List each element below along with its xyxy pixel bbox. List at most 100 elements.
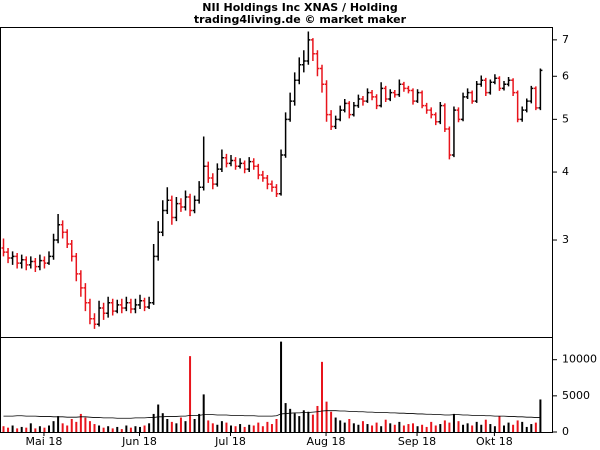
ohlc-bar bbox=[165, 187, 170, 214]
ohlc-bar bbox=[315, 50, 320, 77]
ohlc-bar bbox=[383, 85, 388, 103]
ohlc-bar bbox=[124, 296, 129, 312]
ohlc-bar bbox=[356, 94, 361, 108]
ohlc-bar bbox=[42, 256, 47, 269]
ohlc-bar bbox=[33, 258, 38, 273]
ohlc-bar bbox=[329, 110, 334, 130]
ohlc-bar bbox=[515, 90, 520, 123]
y-tick-label: 6 bbox=[562, 69, 569, 82]
y-tick-label: 3 bbox=[562, 233, 569, 246]
ohlc-bar bbox=[101, 302, 106, 320]
ohlc-bar bbox=[224, 153, 229, 168]
ohlc-bar bbox=[147, 296, 152, 310]
volume-tick-label: 0 bbox=[562, 425, 569, 438]
ohlc-bar bbox=[288, 92, 293, 122]
ohlc-bar bbox=[219, 149, 224, 173]
ohlc-bar bbox=[119, 298, 124, 314]
ohlc-bar bbox=[451, 106, 456, 158]
ohlc-bar bbox=[74, 252, 79, 282]
ohlc-bar bbox=[256, 163, 261, 180]
ohlc-bar bbox=[192, 195, 197, 214]
ohlc-bar bbox=[110, 298, 115, 316]
ohlc-bar bbox=[338, 105, 343, 122]
x-tick-label: Jun 18 bbox=[121, 435, 157, 448]
ohlc-bar bbox=[524, 98, 529, 113]
ohlc-bar bbox=[183, 190, 188, 211]
ohlc-bar bbox=[37, 254, 42, 271]
ohlc-bar bbox=[142, 297, 147, 312]
x-tick-label: Okt 18 bbox=[476, 435, 513, 448]
ohlc-bar bbox=[229, 154, 233, 167]
ohlc-bar bbox=[242, 160, 247, 174]
ohlc-bar bbox=[160, 200, 165, 237]
ohlc-bar bbox=[333, 115, 338, 129]
ohlc-bar bbox=[92, 313, 97, 329]
ohlc-bar bbox=[56, 213, 61, 244]
ohlc-bar bbox=[274, 184, 279, 197]
ohlc-bar bbox=[83, 283, 88, 312]
ohlc-bar bbox=[260, 170, 265, 182]
ohlc-bar bbox=[502, 81, 506, 91]
ohlc-bar bbox=[69, 240, 74, 262]
ohlc-bar bbox=[465, 88, 470, 99]
ohlc-bar bbox=[447, 126, 452, 160]
volume-tick-label: 5000 bbox=[562, 389, 590, 402]
ohlc-bar bbox=[433, 112, 438, 126]
x-tick-label: Sep 18 bbox=[398, 435, 436, 448]
ohlc-bar bbox=[497, 76, 502, 91]
ohlc-bar bbox=[420, 90, 425, 109]
volume-tick-label: 10000 bbox=[562, 353, 597, 366]
ohlc-bar bbox=[388, 89, 393, 102]
ohlc-bar bbox=[188, 193, 193, 217]
ohlc-bar bbox=[197, 181, 202, 204]
ohlc-bar bbox=[201, 136, 206, 191]
ohlc-bar bbox=[87, 298, 92, 325]
volume-average-line bbox=[3, 410, 541, 419]
ohlc-bar bbox=[28, 256, 33, 269]
ohlc-bar bbox=[19, 254, 24, 269]
chart-title: NII Holdings Inc XNAS / Holding bbox=[202, 1, 397, 14]
ohlc-bar bbox=[310, 38, 315, 62]
ohlc-bar bbox=[429, 107, 434, 119]
ohlc-bar bbox=[210, 173, 215, 190]
ohlc-bar bbox=[292, 72, 297, 106]
y-tick-label: 5 bbox=[562, 112, 569, 125]
ohlc-bar bbox=[397, 79, 402, 97]
ohlc-bar bbox=[411, 88, 415, 105]
ohlc-bar bbox=[461, 92, 466, 122]
ohlc-bar bbox=[474, 81, 479, 103]
ohlc-bar bbox=[424, 102, 429, 114]
ohlc-bar bbox=[60, 220, 65, 239]
ohlc-bar bbox=[1, 238, 6, 257]
ohlc-bar bbox=[492, 74, 497, 85]
ohlc-bar bbox=[392, 90, 397, 98]
ohlc-bar bbox=[529, 85, 534, 104]
ohlc-bar bbox=[283, 112, 288, 158]
ohlc-bar bbox=[506, 77, 511, 87]
plot-frame bbox=[0, 27, 553, 433]
ohlc-bar bbox=[233, 157, 238, 170]
ohlc-bar bbox=[24, 256, 29, 271]
ohlc-bar bbox=[415, 89, 420, 103]
ohlc-bar bbox=[247, 157, 252, 173]
ohlc-bar bbox=[301, 50, 306, 73]
ohlc-bar bbox=[178, 198, 183, 212]
ohlc-bar bbox=[106, 296, 111, 318]
ohlc-bar bbox=[279, 149, 284, 196]
ohlc-bar bbox=[438, 102, 443, 125]
x-tick-label: Aug 18 bbox=[307, 435, 346, 448]
ohlc-bar bbox=[169, 195, 174, 225]
ohlc-bar bbox=[470, 90, 475, 104]
ohlc-bar bbox=[15, 252, 20, 269]
y-tick-label: 4 bbox=[562, 165, 569, 178]
ohlc-bar bbox=[520, 106, 525, 122]
ohlc-bar bbox=[128, 298, 133, 314]
ohlc-bar bbox=[265, 175, 270, 190]
ohlc-bar bbox=[251, 158, 256, 170]
ohlc-bar bbox=[78, 270, 83, 297]
chart-subtitle: trading4living.de © market maker bbox=[194, 13, 407, 26]
ohlc-bar bbox=[115, 299, 120, 314]
ohlc-bar bbox=[297, 57, 302, 85]
